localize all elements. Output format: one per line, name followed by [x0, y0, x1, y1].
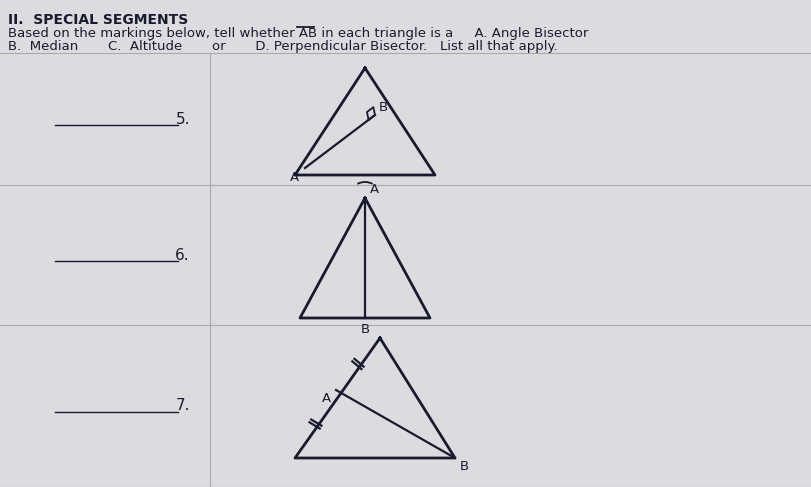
Text: Based on the markings below, tell whether AB in each triangle is a     A. Angle : Based on the markings below, tell whethe…: [8, 27, 588, 40]
Text: 6.: 6.: [175, 247, 190, 262]
Text: B: B: [460, 460, 469, 473]
Text: B: B: [379, 101, 388, 114]
Text: A: A: [370, 183, 379, 196]
Text: 7.: 7.: [175, 398, 190, 413]
Text: II.  SPECIAL SEGMENTS: II. SPECIAL SEGMENTS: [8, 13, 188, 27]
Text: B.  Median       C.  Altitude       or       D. Perpendicular Bisector.   List a: B. Median C. Altitude or D. Perpendicula…: [8, 40, 557, 53]
Text: A: A: [321, 392, 331, 405]
Text: 5.: 5.: [175, 112, 190, 127]
Text: A: A: [290, 171, 298, 184]
Text: B: B: [360, 323, 369, 336]
